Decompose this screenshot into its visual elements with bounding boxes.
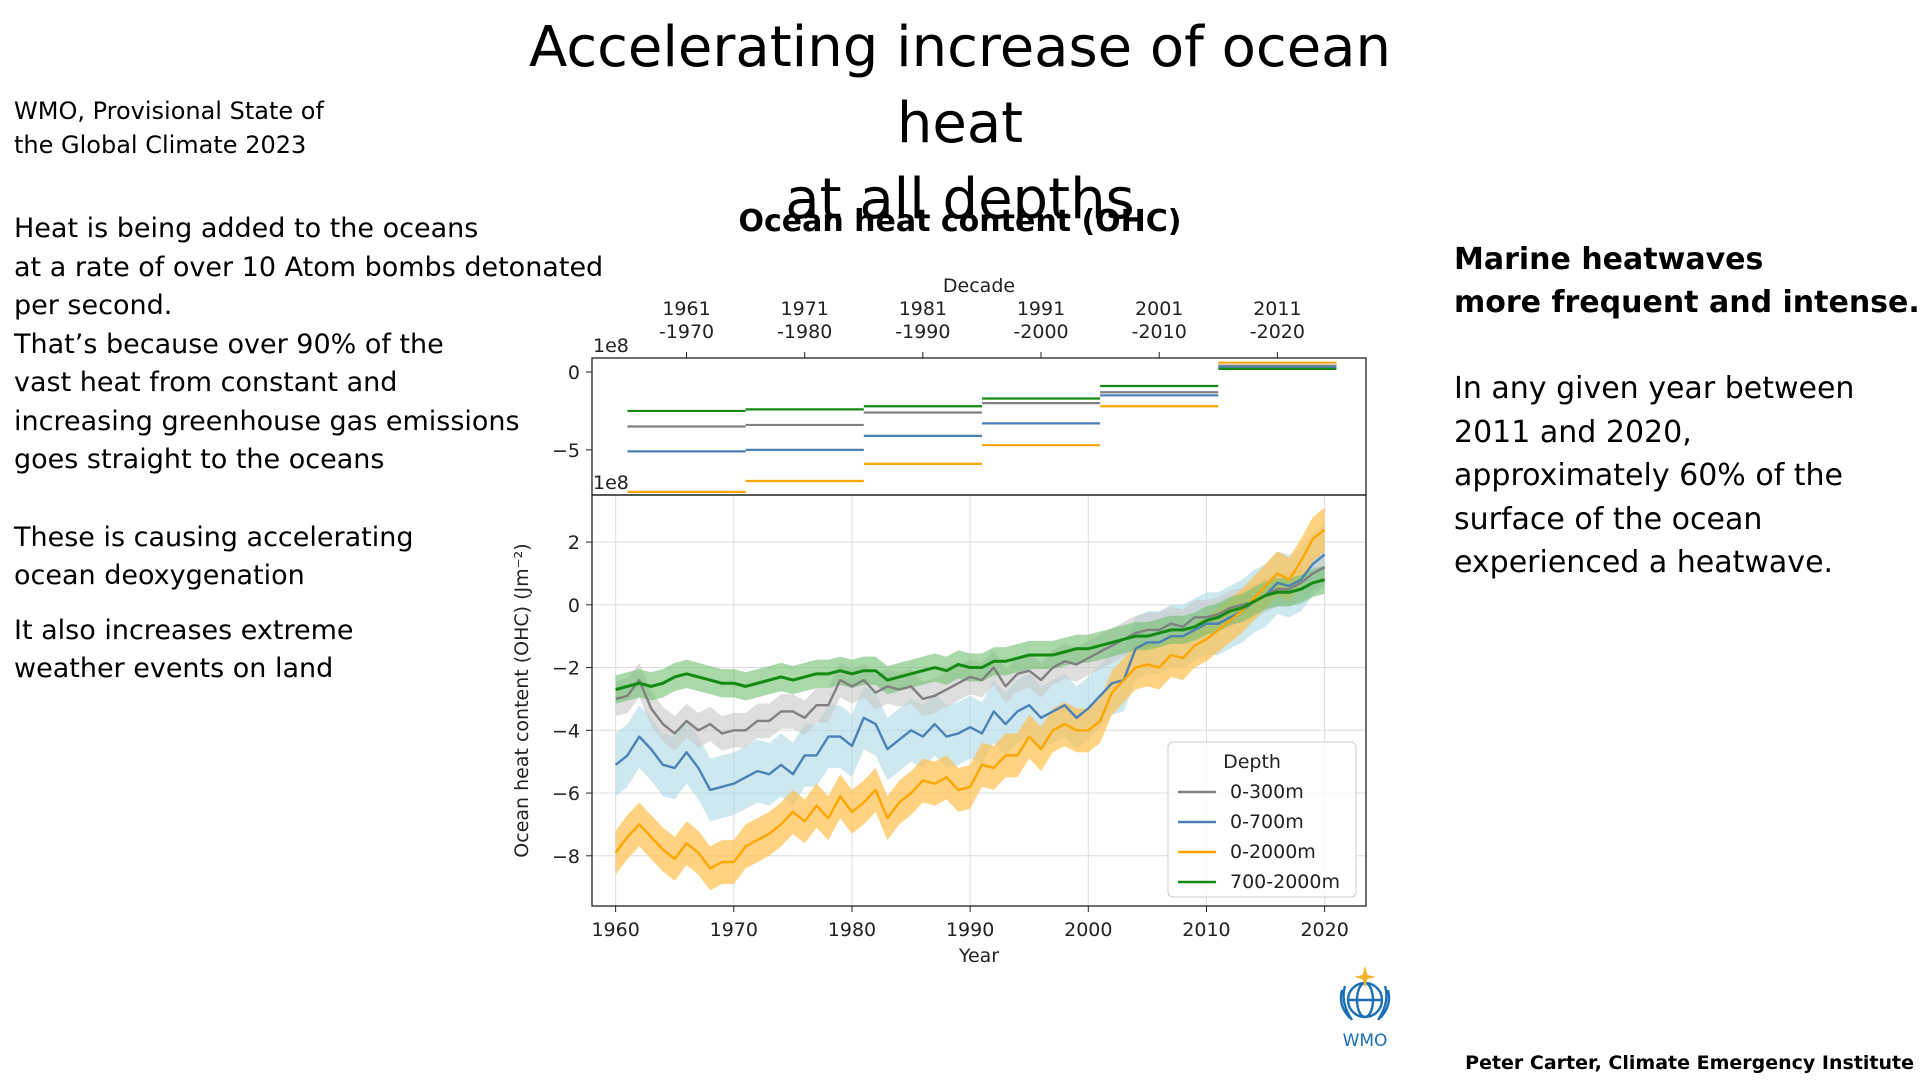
- x-tick-label: 2010: [1182, 919, 1230, 941]
- multiplier-label-main: 1e8: [593, 472, 629, 494]
- text-line: 2011 and 2020,: [1454, 414, 1692, 450]
- decade-tick-label: -2000: [1013, 321, 1068, 343]
- heatwave-body: In any given year between 2011 and 2020,…: [1454, 367, 1920, 585]
- legend-title: Depth: [1223, 751, 1281, 773]
- x-tick-label: 2000: [1064, 919, 1112, 941]
- text-line: experienced a heatwave.: [1454, 545, 1834, 580]
- legend-box: [1167, 741, 1357, 898]
- text-line: surface of the ocean: [1454, 501, 1763, 537]
- y-tick-label: 0: [568, 595, 580, 617]
- series-line-700-2000m: [615, 578, 1326, 691]
- text-line: weather events on land: [14, 653, 334, 684]
- y-tick-label: 2: [568, 532, 580, 554]
- left-text-block: Heat is being added to the oceans at a r…: [14, 210, 603, 689]
- y-tick-label: −6: [552, 783, 580, 805]
- logo-text: WMO: [1343, 1031, 1388, 1048]
- decade-tick-label: -2010: [1132, 321, 1187, 343]
- ocean-heat-chart: 0−51e81961-19701971-19801981-19901991-20…: [511, 275, 1367, 967]
- source-note: WMO, Provisional State of the Global Cli…: [14, 94, 324, 162]
- text-line: It also increases extreme: [14, 614, 354, 646]
- decade-tick-label: 2011: [1253, 298, 1301, 320]
- series-line-0-300m: [615, 566, 1326, 735]
- decade-tick-label: -1970: [659, 321, 714, 343]
- decade-axis-label: Decade: [943, 275, 1015, 297]
- uncertainty-band-0-2000m: [615, 507, 1325, 891]
- y-axis-label: Ocean heat content (OHC) (Jm⁻²): [511, 543, 533, 857]
- main-panel-frame: [591, 494, 1367, 907]
- decade-tick-label: -2020: [1250, 321, 1305, 343]
- decade-tick-label: 1991: [1017, 298, 1065, 320]
- slide-title-line: at all depths: [785, 167, 1135, 232]
- source-line: the Global Climate 2023: [14, 131, 307, 159]
- legend-label: 0-700m: [1230, 811, 1304, 833]
- text-line: vast heat from constant and: [14, 367, 398, 398]
- x-tick-label: 1960: [591, 919, 639, 941]
- slide-title: Accelerating increase of ocean heat at a…: [470, 10, 1450, 238]
- decade-tick-label: 1981: [899, 298, 947, 320]
- uncertainty-band-0-700m: [615, 523, 1325, 822]
- heading-line: more frequent and intense.: [1454, 285, 1920, 320]
- text-line: In any given year between: [1454, 371, 1855, 406]
- y-tick-label: −4: [552, 720, 580, 742]
- legend-label: 0-300m: [1230, 781, 1304, 803]
- series-line-0-700m: [614, 553, 1326, 792]
- text-line: per second.: [14, 290, 173, 321]
- text-line: goes straight to the oceans: [14, 444, 385, 475]
- decade-tick-label: 2001: [1135, 298, 1183, 320]
- x-tick-label: 2020: [1300, 919, 1348, 941]
- legend-label: 700-2000m: [1230, 871, 1340, 893]
- decade-tick-label: 1961: [662, 298, 710, 320]
- source-line: WMO, Provisional State of: [14, 97, 324, 125]
- slide-title-line: Accelerating increase of ocean heat: [529, 15, 1391, 156]
- wmo-logo-icon: WMO: [1339, 966, 1391, 1048]
- legend-label: 0-2000m: [1230, 841, 1316, 863]
- text-line: That’s because over 90% of the: [14, 328, 444, 360]
- text-line: These is causing accelerating: [14, 521, 414, 553]
- y-tick-label: −2: [552, 658, 580, 680]
- heading-line: Marine heatwaves: [1454, 242, 1764, 277]
- legend: Depth 0-300m 0-700m 0-2000m 700-2000m: [1167, 741, 1357, 898]
- text-line: approximately 60% of the: [1454, 458, 1844, 493]
- y-tick-label-top: −5: [552, 440, 580, 462]
- left-paragraph-deoxygenation: These is causing accelerating ocean deox…: [14, 519, 603, 596]
- y-tick-label: −8: [552, 846, 580, 868]
- decade-tick-label: 1971: [781, 298, 829, 320]
- text-line: ocean deoxygenation: [14, 560, 305, 591]
- decade-tick-label: -1980: [777, 321, 832, 343]
- text-line: Heat is being added to the oceans: [14, 213, 479, 244]
- credit-text: Peter Carter, Climate Emergency Institut…: [1465, 1052, 1914, 1074]
- multiplier-label-top: 1e8: [593, 335, 629, 357]
- series-line-0-2000m: [614, 528, 1326, 870]
- uncertainty-band-700-2000m: [615, 565, 1325, 704]
- x-axis-label: Year: [958, 945, 999, 967]
- text-line: increasing greenhouse gas emissions: [14, 405, 520, 437]
- right-text-block: Marine heatwaves more frequent and inten…: [1454, 238, 1920, 585]
- left-paragraph-heat: Heat is being added to the oceans at a r…: [14, 210, 603, 480]
- uncertainty-band-0-300m: [615, 549, 1325, 751]
- heatwave-heading: Marine heatwaves more frequent and inten…: [1454, 238, 1920, 324]
- decade-tick-label: -1990: [895, 321, 950, 343]
- text-line: at a rate of over 10 Atom bombs detonate…: [14, 251, 604, 283]
- x-tick-label: 1980: [828, 919, 876, 941]
- y-tick-label-top: 0: [568, 362, 580, 384]
- chart-title: Ocean heat content (OHC): [738, 204, 1182, 239]
- x-tick-label: 1990: [946, 919, 994, 941]
- x-tick-label: 1970: [710, 919, 758, 941]
- left-paragraph-weather: It also increases extreme weather events…: [14, 612, 603, 689]
